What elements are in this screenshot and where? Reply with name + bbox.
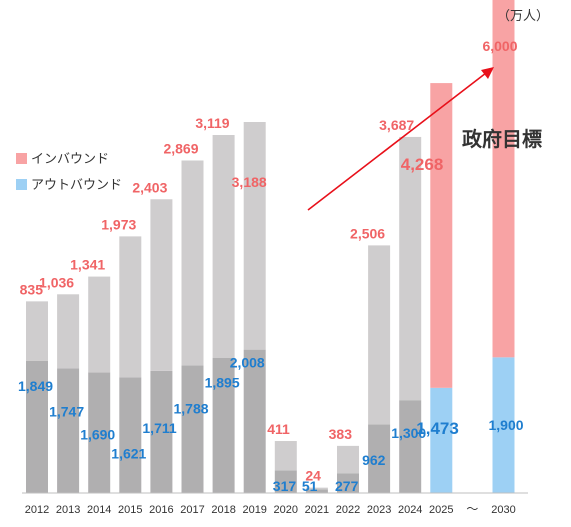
legend: インバウンド アウトバウンド <box>16 151 122 192</box>
x-tick-labels: 2012 2013 2014 2015 2016 2017 2018 2019 2020 2021… <box>25 502 516 516</box>
x-tick-label: 2015 <box>118 504 142 516</box>
government-target-annotation: 政府目標 <box>462 127 542 151</box>
inbound-bar <box>212 135 235 358</box>
outbound-value-label: 1,690 <box>80 426 115 442</box>
inbound-bar <box>399 136 422 401</box>
x-tick-label: 2017 <box>180 504 204 516</box>
trend-arrow-head <box>481 67 494 79</box>
outbound-value-label: 1,747 <box>49 403 84 419</box>
inbound-bar <box>57 294 80 369</box>
inbound-value-label: 4,268 <box>401 155 444 174</box>
outbound-bar <box>430 387 453 493</box>
x-tick-label: 2012 <box>25 504 49 516</box>
x-tick-label: 2025 <box>429 504 453 516</box>
inbound-value-label: 2,403 <box>132 179 167 195</box>
x-tick-label: 2024 <box>398 504 422 516</box>
outbound-bar <box>57 368 80 493</box>
inbound-bar <box>430 83 453 388</box>
outbound-value-label: 277 <box>335 478 359 494</box>
outbound-value-label: 2,008 <box>230 355 265 371</box>
outbound-bar <box>181 365 204 493</box>
outbound-value-label: 1,711 <box>142 420 176 436</box>
inbound-value-label: 1,036 <box>39 274 74 290</box>
inbound-value-label: 24 <box>305 468 321 484</box>
x-tick-label: 2030 <box>491 504 515 516</box>
x-tick-label: 2020 <box>274 504 298 516</box>
inbound-bar <box>150 199 173 371</box>
inbound-value-label: 3,119 <box>195 115 229 131</box>
outbound-value-label: 1,621 <box>111 445 146 461</box>
inbound-bar <box>368 245 391 425</box>
outbound-value-label: 1,849 <box>18 378 53 394</box>
inbound-value-label: 411 <box>267 421 290 437</box>
inbound-bar <box>119 236 142 378</box>
trend-arrow <box>307 67 494 211</box>
inbound-value-label: 835 <box>20 281 44 297</box>
outbound-bar <box>368 424 391 493</box>
legend-label-outbound: アウトバウンド <box>31 177 122 192</box>
inbound-bar <box>88 276 111 373</box>
bars-group <box>26 0 515 493</box>
x-tick-label: 2014 <box>87 504 111 516</box>
inbound-value-label: 2,506 <box>350 225 385 241</box>
outbound-bar <box>243 349 266 493</box>
x-tick-label: 2019 <box>242 504 266 516</box>
outbound-value-label: 1,788 <box>174 400 209 416</box>
trend-arrow-line <box>307 72 487 211</box>
x-tick-label: 2018 <box>211 504 235 516</box>
inbound-value-label: 383 <box>329 426 353 442</box>
inbound-bar <box>26 301 48 361</box>
outbound-bar <box>212 357 235 493</box>
inbound-value-label: 3,188 <box>232 174 267 190</box>
outbound-value-label: 1,900 <box>489 417 524 433</box>
inbound-value-label: 6,000 <box>482 38 517 54</box>
unit-label: （万人） <box>497 8 549 23</box>
inbound-bar <box>305 487 328 490</box>
outbound-value-label: 51 <box>302 478 318 494</box>
outbound-bar <box>274 470 297 493</box>
legend-label-inbound: インバウンド <box>31 151 109 166</box>
outbound-bar <box>119 377 142 493</box>
outbound-bar <box>492 357 515 493</box>
inbound-bar <box>181 160 204 366</box>
outbound-bar <box>305 489 328 493</box>
outbound-bar <box>150 370 173 493</box>
legend-swatch-inbound <box>16 153 27 164</box>
outbound-value-label: 1,895 <box>205 375 240 391</box>
outbound-bar <box>399 400 422 493</box>
x-tick-label: 〜 <box>466 502 478 516</box>
outbound-value-label: 1,473 <box>416 419 459 438</box>
inbound-value-label: 1,973 <box>101 216 136 232</box>
inbound-bar <box>274 441 297 471</box>
inbound-value-label: 2,869 <box>163 140 198 156</box>
outbound-bar <box>337 473 359 493</box>
x-tick-label: 2021 <box>305 504 329 516</box>
x-tick-label: 2023 <box>367 504 391 516</box>
x-tick-label: 2016 <box>149 504 173 516</box>
outbound-value-label: 1,300 <box>391 425 426 441</box>
outbound-bar <box>88 372 111 493</box>
outbound-value-label: 317 <box>273 478 297 494</box>
inbound-value-label: 3,687 <box>379 117 414 133</box>
inbound-bar <box>337 445 359 474</box>
inbound-value-label: 1,341 <box>70 257 105 273</box>
outbound-bar <box>26 360 48 493</box>
x-tick-label: 2022 <box>336 504 360 516</box>
inbound-bar <box>492 0 515 358</box>
inbound-bar <box>243 122 266 350</box>
legend-swatch-outbound <box>16 179 27 190</box>
labels-group: 835 1,849 1,036 1,747 1,341 1,690 1,973 1,621 2,… <box>18 38 524 494</box>
x-tick-label: 2013 <box>56 504 80 516</box>
outbound-value-label: 962 <box>362 452 386 468</box>
